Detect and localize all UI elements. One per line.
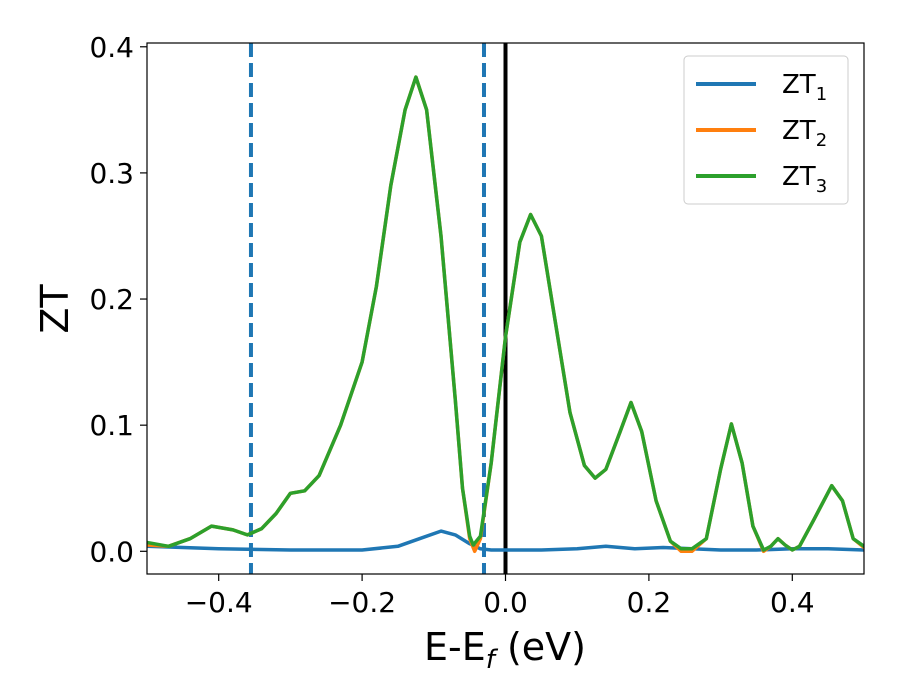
y-axis: 0.0 0.1 0.2 0.3 0.4 — [89, 31, 147, 568]
x-tick-label: −0.4 — [185, 586, 253, 619]
y-tick-label: 0.0 — [89, 535, 134, 568]
legend: ZT1 ZT2 ZT3 — [683, 55, 849, 205]
legend-label-zt1: ZT1 — [782, 70, 827, 105]
x-axis-title-main: E-E — [424, 625, 486, 669]
y-tick-label: 0.3 — [89, 157, 134, 190]
series-line-zt3 — [147, 75, 864, 552]
legend-label-zt3: ZT3 — [782, 162, 827, 197]
legend-label-zt2: ZT2 — [782, 116, 827, 151]
x-tick-label: −0.2 — [328, 586, 396, 619]
x-axis-title: E-Ef (eV) — [424, 625, 586, 675]
reference-lines — [248, 43, 508, 574]
x-axis-title-unit: (eV) — [495, 625, 586, 669]
x-axis: −0.4 −0.2 0.0 0.2 0.4 — [185, 574, 815, 619]
x-tick-label: 0.4 — [770, 586, 815, 619]
x-tick-label: 0.0 — [483, 586, 528, 619]
y-tick-label: 0.1 — [89, 409, 134, 442]
legend-box — [683, 55, 849, 205]
series-line-zt1 — [147, 529, 864, 552]
y-tick-label: 0.2 — [89, 283, 134, 316]
series-lines — [147, 75, 864, 554]
y-axis-title: ZT — [33, 284, 77, 334]
x-tick-label: 0.2 — [627, 586, 672, 619]
y-tick-label: 0.4 — [89, 31, 134, 64]
